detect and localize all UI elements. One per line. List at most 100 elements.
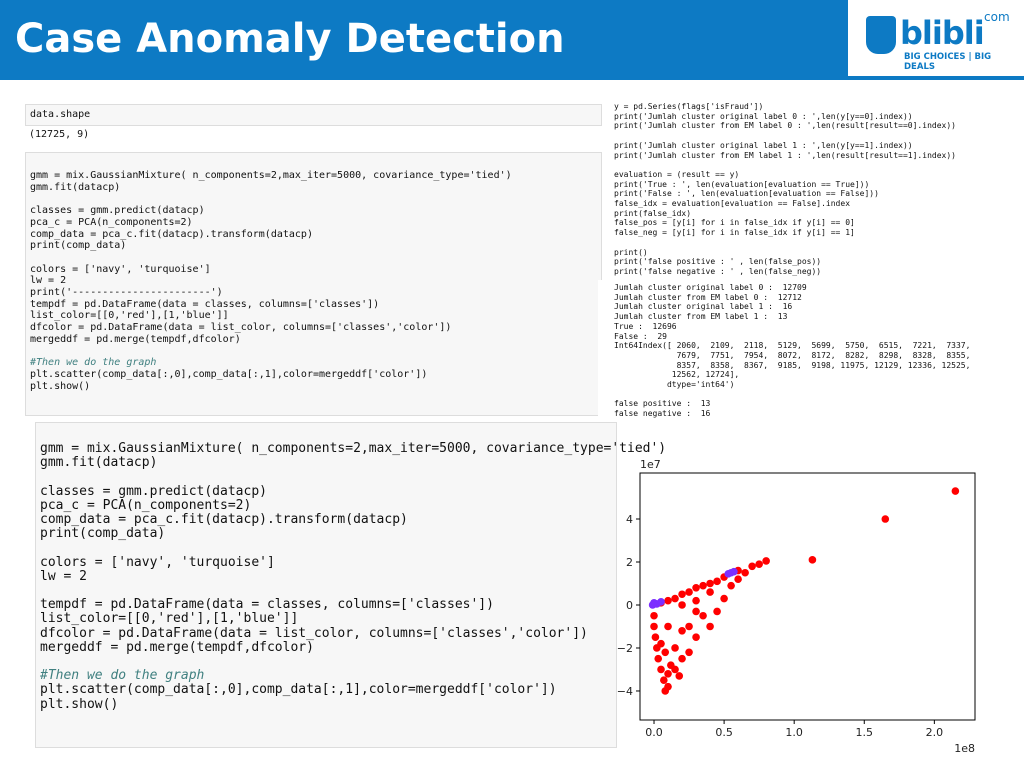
code-cell: gmm = mix.GaussianMixture( n_components=… [35, 422, 667, 748]
scatter-plot: 0.0 0.5 1.0 1.5 2.0 −4 −2 0 2 4 1e7 1e8 [617, 458, 976, 755]
code-line: 8357, 8358, 8367, 9185, 9198, 11975, 121… [614, 360, 971, 370]
code-line: false positive : 13 [614, 399, 711, 409]
point [664, 669, 672, 678]
code-block: Jumlah cluster original label 0 : 12709 J… [614, 283, 1024, 390]
logo-tagline: BIG CHOICES | BIG DEALS [904, 52, 992, 72]
point [678, 590, 686, 599]
point [671, 644, 679, 652]
point [692, 633, 700, 642]
point [664, 682, 672, 691]
code-line: mergeddf = pd.merge(tempdf,dfcolor) [40, 639, 314, 655]
point [692, 596, 700, 605]
code-line: False : 29 [614, 331, 667, 341]
code-line: evaluation = (result == y) [614, 169, 740, 179]
point [755, 560, 763, 568]
point [720, 594, 728, 603]
code-line: print('false positive : ' , len(false_po… [614, 257, 822, 267]
code-line: print('Jumlah cluster original label 1 :… [614, 140, 913, 150]
point [671, 594, 679, 603]
code-line: tempdf = pd.DataFrame(data = classes, co… [40, 597, 494, 613]
code-line: 12562, 12724], [614, 370, 740, 380]
code-block: classes = gmm.predict(datacp) pca_c = PCA… [30, 205, 601, 252]
code-line: list_color=[[0,'red'],[1,'blue']] [30, 310, 229, 322]
logo: blibli com BIG CHOICES | BIG DEALS [848, 0, 1024, 76]
x-tick-label: 0.5 [715, 726, 733, 739]
code-line: false_neg = [y[i] for i in false_idx if … [614, 228, 855, 238]
code-line: dfcolor = pd.DataFrame(data = list_color… [40, 625, 588, 641]
point [762, 557, 770, 565]
x-tick-label: 2.0 [926, 726, 944, 739]
code-line: data.shape [30, 109, 91, 120]
code-line: colors = ['navy', 'turquoise'] [30, 263, 211, 275]
code-line: classes = gmm.predict(datacp) [40, 483, 267, 499]
point [675, 672, 684, 680]
code-line: print() [614, 247, 648, 257]
code-block: #Then we do the graph plt.scatter(comp_da… [30, 357, 601, 392]
point [664, 596, 672, 605]
code-block: colors = ['navy', 'turquoise'] lw = 2 prin… [30, 264, 601, 346]
point [651, 633, 660, 642]
point [678, 601, 686, 609]
code-block: tempdf = pd.DataFrame(data = classes, co… [40, 597, 616, 655]
code-line: false_pos = [y[i] for i in false_idx if … [614, 218, 855, 228]
code-line: gmm = mix.GaussianMixture( n_components=… [30, 170, 512, 181]
point [692, 583, 700, 592]
code-line: print('Jumlah cluster from EM label 1 : … [614, 150, 956, 160]
code-block: y = pd.Series(flags['isFraud']) print('Ju… [614, 102, 1024, 131]
code-line: print('False : ', len(evaluation[evaluat… [614, 189, 879, 199]
point [706, 579, 714, 588]
code-line: print('True : ', len(evaluation[evaluati… [614, 179, 870, 189]
code-line: print(comp_data) [30, 240, 127, 252]
code-line: pca_c = PCA(n_components=2) [40, 497, 252, 513]
code-line: print('false negative : ' , len(false_ne… [614, 266, 822, 276]
code-line: comp_data = pca_c.fit(datacp).transform(… [40, 512, 408, 527]
point [685, 622, 693, 631]
y-tick-label: 2 [626, 556, 633, 569]
code-line: comp_data = pca_c.fit(datacp).transform(… [30, 228, 313, 240]
code-line: True : 12696 [614, 321, 677, 331]
code-block: classes = gmm.predict(datacp) pca_c = PCA… [40, 483, 616, 542]
point [685, 588, 693, 596]
tagline-left: BIG CHOICES [904, 52, 966, 62]
point [706, 588, 714, 596]
point [657, 639, 665, 648]
point [699, 581, 707, 590]
y-tick-label: −4 [617, 685, 633, 698]
code-line: false negative : 16 [614, 409, 711, 419]
y-offset-label: 1e7 [640, 458, 661, 471]
point [706, 622, 714, 631]
code-block: print() print('false positive : ' , len(f… [614, 248, 1024, 277]
point [713, 607, 721, 616]
code-line: Int64Index([ 2060, 2109, 2118, 5129, 569… [614, 341, 971, 351]
code-line: plt.scatter(comp_data[:,0],comp_data[:,1… [30, 368, 428, 380]
point [741, 568, 749, 577]
y-tick-label: −2 [617, 642, 633, 655]
point [881, 515, 890, 523]
slide-title: Case Anomaly Detection [15, 16, 565, 62]
point [650, 611, 658, 620]
code-line: tempdf = pd.DataFrame(data = classes, co… [30, 298, 380, 310]
x-tick-label: 1.0 [785, 726, 803, 739]
code-line: dfcolor = pd.DataFrame(data = list_color… [30, 322, 452, 334]
point [657, 597, 665, 606]
point [657, 665, 665, 674]
code-block: gmm = mix.GaussianMixture( n_components=… [30, 170, 601, 193]
code-line: 7679, 7751, 7954, 8072, 8172, 8282, 8298… [614, 350, 971, 360]
input-cell: data.shape [25, 104, 602, 126]
code-block: false positive : 13 false negative : 16 [614, 399, 1024, 418]
code-line: classes = gmm.predict(datacp) [30, 205, 205, 217]
point [699, 611, 707, 620]
point [724, 570, 733, 578]
code-line: Jumlah cluster original label 0 : 12709 [614, 283, 807, 292]
y-tick-label: 4 [626, 513, 633, 526]
point [648, 601, 657, 609]
point [727, 581, 735, 590]
plot-frame [639, 472, 976, 721]
point [660, 676, 668, 685]
code-line: gmm = mix.GaussianMixture( n_components=… [40, 441, 667, 456]
code-line: gmm.fit(datacp) [30, 181, 121, 193]
code-line: false_idx = evaluation[evaluation == Fal… [614, 199, 851, 208]
code-block: gmm = mix.GaussianMixture( n_components=… [40, 441, 667, 470]
point [685, 648, 693, 657]
